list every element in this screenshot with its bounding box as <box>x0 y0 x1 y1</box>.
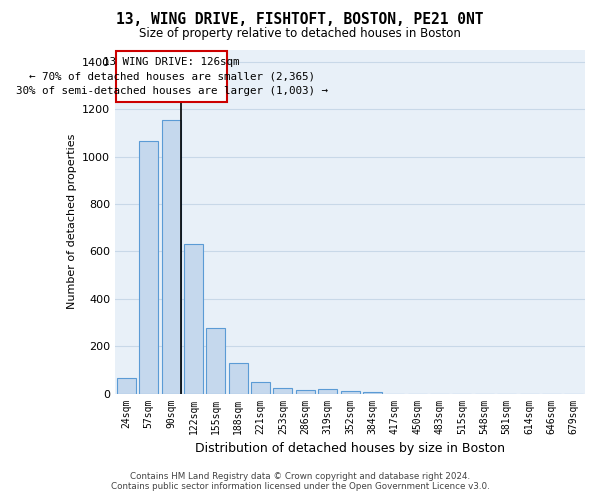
Bar <box>341 391 359 394</box>
Bar <box>363 392 382 394</box>
Text: 13 WING DRIVE: 126sqm
← 70% of detached houses are smaller (2,365)
30% of semi-d: 13 WING DRIVE: 126sqm ← 70% of detached … <box>16 58 328 96</box>
Bar <box>251 382 270 394</box>
Bar <box>296 390 315 394</box>
Text: Contains HM Land Registry data © Crown copyright and database right 2024.
Contai: Contains HM Land Registry data © Crown c… <box>110 472 490 491</box>
Text: 13, WING DRIVE, FISHTOFT, BOSTON, PE21 0NT: 13, WING DRIVE, FISHTOFT, BOSTON, PE21 0… <box>116 12 484 28</box>
Bar <box>117 378 136 394</box>
Bar <box>206 328 225 394</box>
Bar <box>139 140 158 394</box>
Bar <box>184 244 203 394</box>
Bar <box>274 388 292 394</box>
Y-axis label: Number of detached properties: Number of detached properties <box>67 134 77 310</box>
X-axis label: Distribution of detached houses by size in Boston: Distribution of detached houses by size … <box>195 442 505 455</box>
Bar <box>229 363 248 394</box>
Bar <box>161 120 181 394</box>
FancyBboxPatch shape <box>116 51 227 102</box>
Bar <box>318 389 337 394</box>
Text: Size of property relative to detached houses in Boston: Size of property relative to detached ho… <box>139 28 461 40</box>
